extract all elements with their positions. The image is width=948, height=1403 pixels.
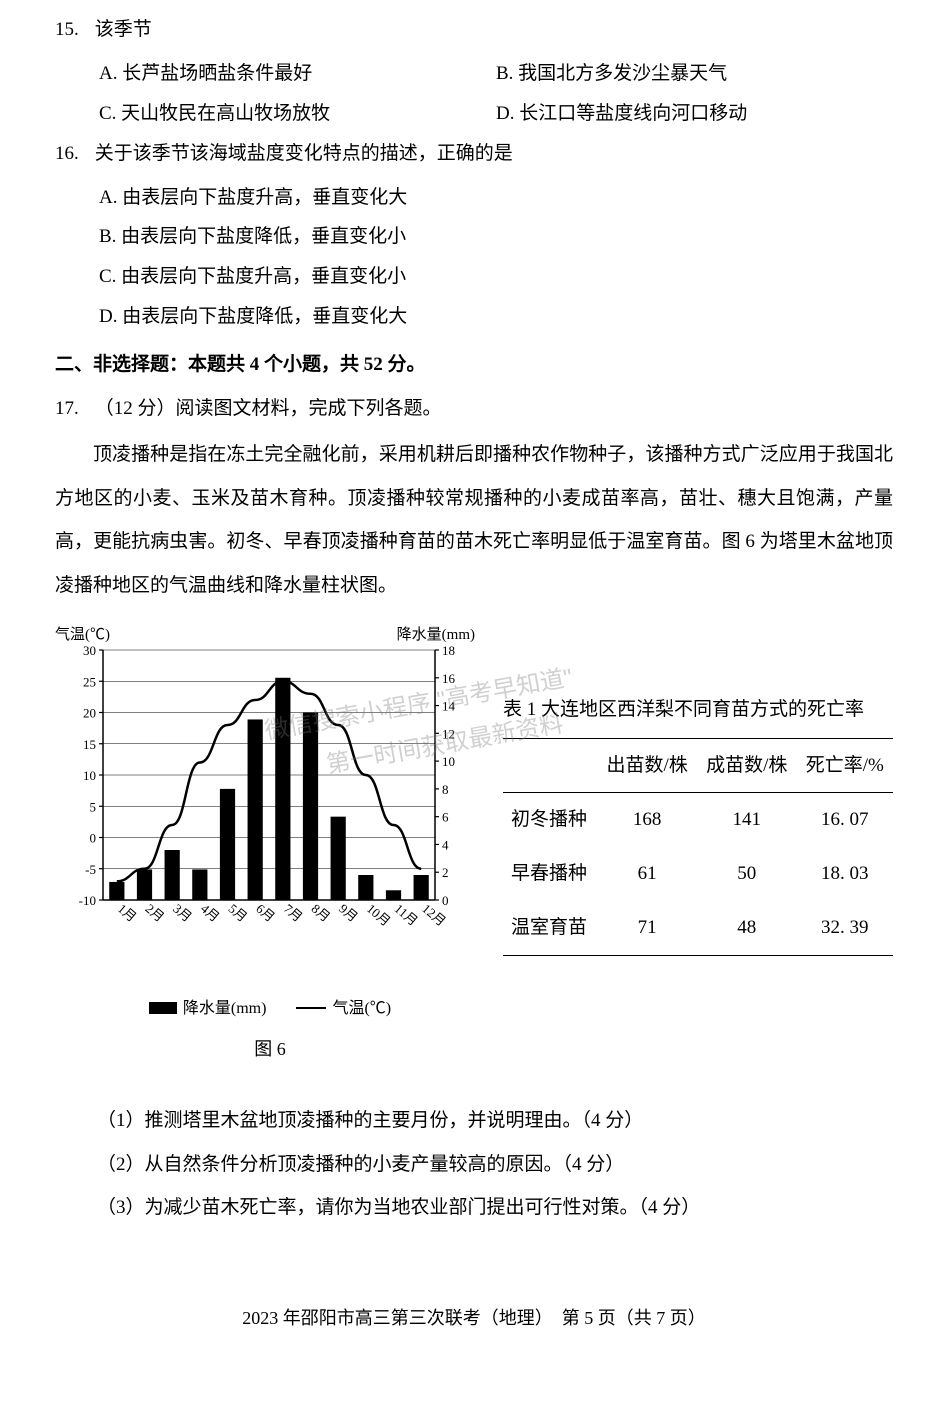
sub-q-1: （1）推测塔里木盆地顶凌播种的主要月份，并说明理由。（4 分） xyxy=(55,1099,893,1143)
sub-q-2: （2）从自然条件分析顶凌播种的小麦产量较高的原因。（4 分） xyxy=(55,1143,893,1187)
page-footer: 2023 年邵阳市高三第三次联考（地理） 第 5 页（共 7 页） xyxy=(55,1230,893,1338)
svg-text:18: 18 xyxy=(442,643,455,658)
q15-options-row2: C. 天山牧民在高山牧场放牧 D. 长江口等盐度线向河口移动 xyxy=(55,94,893,134)
svg-text:4: 4 xyxy=(442,837,449,852)
sub-q-3: （3）为减少苗木死亡率，请你为当地农业部门提出可行性对策。（4 分） xyxy=(55,1186,893,1230)
q15-stem: 该季节 xyxy=(95,19,152,40)
svg-text:0: 0 xyxy=(90,830,97,845)
q17-paragraph: 顶凌播种是指在冻土完全融化前，采用机耕后即播种农作物种子，该播种方式广泛应用于我… xyxy=(55,433,893,608)
svg-text:2月: 2月 xyxy=(143,900,168,924)
svg-text:5: 5 xyxy=(90,799,97,814)
svg-text:2: 2 xyxy=(442,865,449,880)
question-16: 16. 关于该季节该海域盐度变化特点的描述，正确的是 xyxy=(55,134,893,174)
svg-text:-10: -10 xyxy=(79,893,96,908)
svg-text:25: 25 xyxy=(83,674,96,689)
chart-legend: 降水量(mm) 气温(℃) xyxy=(55,992,485,1026)
svg-text:16: 16 xyxy=(442,670,456,685)
q16-options-d: D. 由表层向下盐度降低，垂直变化大 xyxy=(55,297,893,337)
td-val: 141 xyxy=(697,793,797,847)
chart-caption: 图 6 xyxy=(55,1031,485,1069)
q15-option-c: C. 天山牧民在高山牧场放牧 xyxy=(99,94,496,134)
table-area: 表 1 大连地区西洋梨不同育苗方式的死亡率 出苗数/株 成苗数/株 死亡率/% … xyxy=(485,620,893,956)
svg-text:0: 0 xyxy=(442,893,449,908)
q16-number: 16. xyxy=(55,134,90,174)
svg-text:11月: 11月 xyxy=(392,900,421,928)
td-val: 32. 39 xyxy=(797,901,893,955)
td-label: 早春播种 xyxy=(503,847,597,901)
td-val: 168 xyxy=(597,793,697,847)
q16-option-a: A. 由表层向下盐度升高，垂直变化大 xyxy=(99,178,893,218)
q16-options-a: A. 由表层向下盐度升高，垂直变化大 xyxy=(55,178,893,218)
q17-number: 17. xyxy=(55,389,90,429)
legend-temp-label: 气温(℃) xyxy=(332,992,391,1026)
svg-text:9月: 9月 xyxy=(336,900,361,924)
q15-option-b: B. 我国北方多发沙尘暴天气 xyxy=(496,54,893,94)
svg-text:-5: -5 xyxy=(85,861,96,876)
q15-options-row1: A. 长芦盐场晒盐条件最好 B. 我国北方多发沙尘暴天气 xyxy=(55,54,893,94)
table-header-row: 出苗数/株 成苗数/株 死亡率/% xyxy=(503,738,893,793)
svg-text:30: 30 xyxy=(83,643,96,658)
question-15: 15. 该季节 xyxy=(55,10,893,50)
svg-text:20: 20 xyxy=(83,705,96,720)
legend-temp: 气温(℃) xyxy=(296,992,391,1026)
svg-text:4月: 4月 xyxy=(198,900,223,924)
q16-option-b: B. 由表层向下盐度降低，垂直变化小 xyxy=(99,217,893,257)
chart-table-container: 微信搜索小程序 "高考早知道" 第一时间获取最新资料 气温(℃) 降水量(mm)… xyxy=(55,620,893,1069)
section2-header: 二、非选择题：本题共 4 个小题，共 52 分。 xyxy=(55,345,893,385)
th-blank xyxy=(503,738,597,793)
td-val: 18. 03 xyxy=(797,847,893,901)
legend-bar-icon xyxy=(149,1002,177,1014)
q17-paragraph-wrapper: 顶凌播种是指在冻土完全融化前，采用机耕后即播种农作物种子，该播种方式广泛应用于我… xyxy=(55,433,893,608)
table-row: 温室育苗 71 48 32. 39 xyxy=(503,901,893,955)
table-title: 表 1 大连地区西洋梨不同育苗方式的死亡率 xyxy=(503,690,893,730)
svg-text:5月: 5月 xyxy=(226,900,251,924)
svg-text:3月: 3月 xyxy=(170,900,195,924)
td-val: 16. 07 xyxy=(797,793,893,847)
svg-text:14: 14 xyxy=(442,698,456,713)
q15-number: 15. xyxy=(55,10,90,50)
q15-option-d: D. 长江口等盐度线向河口移动 xyxy=(496,94,893,134)
td-val: 48 xyxy=(697,901,797,955)
td-val: 50 xyxy=(697,847,797,901)
q17-stem: （12 分）阅读图文材料，完成下列各题。 xyxy=(95,398,442,419)
svg-text:7月: 7月 xyxy=(281,900,306,924)
svg-text:15: 15 xyxy=(83,736,96,751)
legend-line-icon xyxy=(296,1007,326,1009)
q15-option-a: A. 长芦盐场晒盐条件最好 xyxy=(99,54,496,94)
table-row: 早春播种 61 50 18. 03 xyxy=(503,847,893,901)
svg-text:10月: 10月 xyxy=(364,900,394,928)
svg-text:10: 10 xyxy=(83,768,96,783)
q16-option-c: C. 由表层向下盐度升高，垂直变化小 xyxy=(99,257,893,297)
th-survive: 成苗数/株 xyxy=(697,738,797,793)
svg-text:10: 10 xyxy=(442,754,455,769)
svg-text:6月: 6月 xyxy=(253,900,278,924)
legend-precip: 降水量(mm) xyxy=(149,992,267,1026)
sub-questions: （1）推测塔里木盆地顶凌播种的主要月份，并说明理由。（4 分） （2）从自然条件… xyxy=(55,1099,893,1230)
td-label: 初冬播种 xyxy=(503,793,597,847)
mortality-table: 出苗数/株 成苗数/株 死亡率/% 初冬播种 168 141 16. 07 早春… xyxy=(503,738,893,957)
q16-stem: 关于该季节该海域盐度变化特点的描述，正确的是 xyxy=(95,143,513,164)
climate-chart: -10 -5 0 5 10 15 20 25 30 0 2 4 6 8 10 12 14 16 18 1月2月3月4月… xyxy=(55,620,475,955)
q16-option-d: D. 由表层向下盐度降低，垂直变化大 xyxy=(99,297,893,337)
chart-area: 微信搜索小程序 "高考早知道" 第一时间获取最新资料 气温(℃) 降水量(mm)… xyxy=(55,620,485,1069)
td-label: 温室育苗 xyxy=(503,901,597,955)
td-val: 71 xyxy=(597,901,697,955)
th-mortality: 死亡率/% xyxy=(797,738,893,793)
svg-text:6: 6 xyxy=(442,809,449,824)
legend-precip-label: 降水量(mm) xyxy=(183,992,267,1026)
svg-text:8月: 8月 xyxy=(309,900,334,924)
th-emerge: 出苗数/株 xyxy=(597,738,697,793)
table-row: 初冬播种 168 141 16. 07 xyxy=(503,793,893,847)
svg-text:1月: 1月 xyxy=(115,900,140,924)
svg-text:12: 12 xyxy=(442,726,455,741)
chart-svg-wrapper: -10 -5 0 5 10 15 20 25 30 0 2 4 6 8 10 12 14 16 18 1月2月3月4月… xyxy=(55,620,475,990)
question-17: 17. （12 分）阅读图文材料，完成下列各题。 xyxy=(55,389,893,429)
q16-options-b: B. 由表层向下盐度降低，垂直变化小 xyxy=(55,217,893,257)
svg-text:8: 8 xyxy=(442,782,449,797)
td-val: 61 xyxy=(597,847,697,901)
q16-options-c: C. 由表层向下盐度升高，垂直变化小 xyxy=(55,257,893,297)
